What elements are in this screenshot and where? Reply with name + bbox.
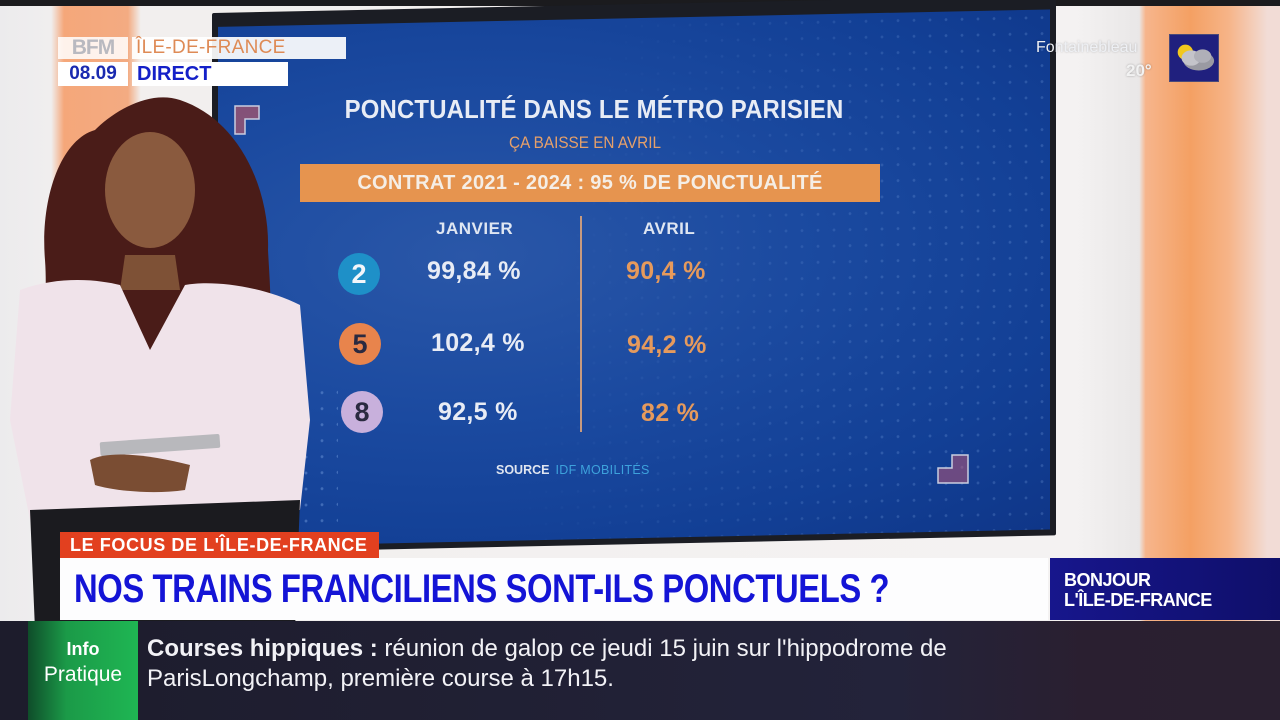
metro-line-8-badge: 8 [341, 391, 383, 433]
janvier-value-line-2: 99,84 % [427, 257, 521, 285]
metro-line-5-badge: 5 [339, 323, 381, 365]
metro-line-2-badge: 2 [338, 253, 380, 295]
ticker-text: Courses hippiques : réunion de galop ce … [147, 634, 1147, 694]
ticker-tag [28, 621, 138, 720]
janvier-value-line-8: 92,5 % [438, 398, 518, 426]
corner-bracket-icon [937, 454, 969, 484]
weather-temperature: 20° [1126, 61, 1152, 80]
ticker-tag-line2: Pratique [43, 663, 123, 686]
region-label: ÎLE-DE-FRANCE [132, 37, 346, 59]
column-divider [580, 216, 582, 432]
ticker-body-line2: ParisLongchamp, première course à 17h15. [147, 665, 614, 692]
bfm-logo: BFM [58, 36, 128, 59]
show-name-line2: L'ÎLE-DE-FRANCE [1064, 590, 1212, 610]
avril-value-line-5: 94,2 % [627, 331, 707, 359]
corner-bracket-icon [234, 105, 260, 135]
infographic-title: PONCTUALITÉ DANS LE MÉTRO PARISIEN [344, 94, 844, 124]
ticker-tag-line1: Info [66, 639, 100, 659]
ticker-line1: Courses hippiques : réunion de galop ce … [147, 634, 1147, 664]
top-edge [0, 0, 1280, 6]
ticker-tag-label: Info Pratique [30, 636, 136, 688]
line-number: 5 [352, 328, 368, 359]
source-label: SOURCE [496, 463, 550, 477]
line-number: 8 [354, 396, 370, 427]
weather-city: Fontainebleau [1036, 39, 1138, 56]
infographic-subtitle: ÇA BAISSE EN AVRIL [509, 133, 661, 152]
news-ticker [0, 621, 1280, 720]
partly-cloudy-icon [1169, 34, 1219, 82]
headline-bar: NOS TRAINS FRANCILIENS SONT-ILS PONCTUEL… [60, 558, 1048, 620]
live-badge: DIRECT [132, 62, 288, 86]
source-name: IDF MOBILITÉS [555, 463, 650, 477]
ticker-lead: Courses hippiques [147, 635, 364, 662]
segment-kicker: LE FOCUS DE L'ÎLE-DE-FRANCE [60, 532, 380, 558]
show-name: BONJOUR L'ÎLE-DE-FRANCE [1050, 558, 1280, 620]
janvier-value-line-5: 102,4 % [431, 329, 525, 357]
source-credit: SOURCE IDF MOBILITÉS [496, 463, 650, 477]
avril-value-line-2: 90,4 % [626, 257, 706, 285]
show-name-line1: BONJOUR [1064, 570, 1151, 590]
ticker-separator: : [363, 635, 385, 662]
clock: 08.09 [58, 62, 128, 86]
contract-banner: CONTRAT 2021 - 2024 : 95 % DE PONCTUALIT… [300, 164, 880, 202]
column-header-janvier: JANVIER [436, 219, 514, 238]
ticker-body-line1: réunion de galop ce jeudi 15 juin sur l'… [384, 635, 947, 662]
column-header-avril: AVRIL [643, 219, 696, 238]
line-number: 2 [351, 258, 367, 289]
headline: NOS TRAINS FRANCILIENS SONT-ILS PONCTUEL… [74, 566, 890, 611]
avril-value-line-8: 82 % [641, 399, 700, 427]
